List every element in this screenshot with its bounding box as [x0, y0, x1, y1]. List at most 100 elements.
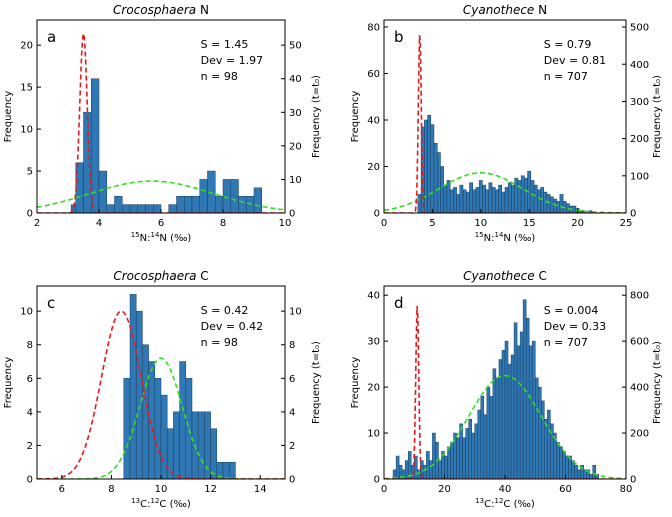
histogram-bar — [129, 204, 138, 213]
histogram-bar — [230, 179, 239, 213]
histogram-bar — [469, 182, 473, 213]
y-left-tick-label: 15 — [20, 83, 33, 94]
plot-area-b — [384, 35, 626, 213]
histogram-bar — [486, 386, 491, 479]
stat-n: n = 707 — [544, 336, 588, 349]
y-right-tick-label: 0 — [630, 209, 636, 220]
panel-title: Crocosphaera C — [113, 269, 208, 283]
histogram-bar — [504, 187, 509, 213]
histogram-bar — [488, 182, 493, 213]
x-tick-label: 2 — [34, 218, 40, 229]
histogram-bar — [531, 340, 536, 479]
y-right-tick-label: 50 — [289, 41, 302, 52]
y-left-tick-label: 0 — [374, 209, 380, 220]
y-right-tick-label: 0 — [630, 475, 636, 486]
histogram-bar — [199, 179, 208, 213]
histogram-bar — [129, 294, 137, 479]
histogram-bar — [559, 194, 564, 213]
histogram-bar — [137, 204, 146, 213]
histogram-bar — [168, 204, 177, 213]
histogram-bar — [122, 204, 131, 213]
x-axis-label-part: C: — [140, 499, 150, 510]
y-left-tick-label: 0 — [374, 475, 380, 486]
histogram-bar — [153, 204, 162, 213]
x-axis-label-part: 12 — [150, 497, 159, 505]
axes-frame — [383, 19, 627, 214]
histogram-bar — [498, 184, 502, 213]
y-left-tick-label: 20 — [367, 162, 380, 173]
y-right-tick-label: 2 — [289, 441, 295, 452]
histogram-bar — [538, 386, 542, 479]
histogram-bar — [238, 195, 247, 213]
y-right-tick-label: 10 — [289, 307, 302, 318]
x-axis-label-part: 14 — [494, 231, 503, 239]
x-axis-label-part: N (‰) — [159, 233, 191, 244]
histogram-bar — [426, 451, 430, 479]
x-tick-label: 40 — [499, 484, 512, 495]
y-left-axis-label: Frequency — [3, 91, 14, 143]
histogram-bar — [456, 194, 461, 213]
histogram-bar — [556, 441, 560, 479]
x-tick-label: 6 — [158, 218, 164, 229]
histogram-bar — [501, 350, 506, 479]
histogram-bar — [535, 377, 539, 479]
y-right-tick-label: 30 — [289, 108, 302, 119]
x-axis-label-part: 15 — [475, 231, 484, 239]
x-tick-label: 0 — [381, 484, 387, 495]
histogram-bar — [507, 182, 512, 213]
y-left-tick-label: 20 — [20, 41, 33, 52]
histogram-bar — [468, 419, 472, 479]
green-fit-curve — [384, 172, 626, 213]
histogram-bar — [478, 180, 483, 213]
panel-title-element: C — [196, 269, 208, 283]
histogram-bar — [492, 368, 497, 479]
histogram-bar — [106, 204, 115, 213]
histogram-bar — [114, 195, 123, 213]
histogram-bar — [472, 189, 477, 213]
histogram-bar — [577, 469, 581, 479]
y-right-axis-label: Frequency (t=t₀) — [652, 75, 663, 158]
y-right-tick-label: 10 — [289, 175, 302, 186]
histogram-bar — [574, 464, 578, 479]
histogram-bar — [135, 310, 143, 479]
x-tick-label: 15 — [523, 218, 536, 229]
panel-title-organism: Cyanothece — [463, 269, 534, 283]
histogram-bar — [475, 187, 480, 213]
y-left-tick-label: 60 — [367, 69, 380, 80]
histogram-bar — [556, 201, 561, 213]
histogram-bar — [453, 187, 457, 213]
y-right-tick-label: 500 — [630, 23, 649, 34]
histogram-bar — [511, 184, 515, 213]
x-tick-label: 8 — [108, 484, 114, 495]
histogram-bar — [524, 177, 528, 213]
histogram-bar — [495, 377, 500, 479]
x-axis-label-part: 12 — [494, 497, 503, 505]
x-axis-label-part: N: — [484, 233, 495, 244]
x-tick-label: 14 — [254, 484, 267, 495]
y-right-tick-label: 200 — [630, 134, 649, 145]
histogram-bar — [491, 187, 496, 213]
histogram-bar — [145, 204, 154, 213]
histogram-bar — [253, 187, 262, 213]
histogram-bar — [222, 461, 230, 479]
histogram-bar — [559, 446, 563, 479]
stat-dev: Dev = 0.33 — [544, 320, 606, 333]
y-left-tick-label: 40 — [367, 115, 380, 126]
y-right-tick-label: 400 — [630, 383, 649, 394]
y-right-tick-label: 300 — [630, 97, 649, 108]
histogram-bar — [215, 195, 224, 213]
histogram-bar — [462, 437, 466, 479]
stat-n: n = 707 — [544, 70, 588, 83]
y-left-tick-label: 30 — [367, 337, 380, 348]
y-right-tick-label: 6 — [289, 374, 295, 385]
histogram-bar — [459, 423, 463, 479]
green-fit-curve — [384, 374, 626, 479]
panel-d: 0 20 40 60 800102030400200400600800Cyanothec… — [350, 269, 663, 510]
x-axis-label-part: 13 — [131, 497, 140, 505]
y-left-tick-label: 0 — [27, 209, 33, 220]
histogram-bar — [546, 194, 551, 213]
histogram-bar — [533, 184, 538, 213]
y-right-axis-label: Frequency (t=t₀) — [311, 341, 322, 424]
x-axis-label-part: 15 — [131, 231, 140, 239]
